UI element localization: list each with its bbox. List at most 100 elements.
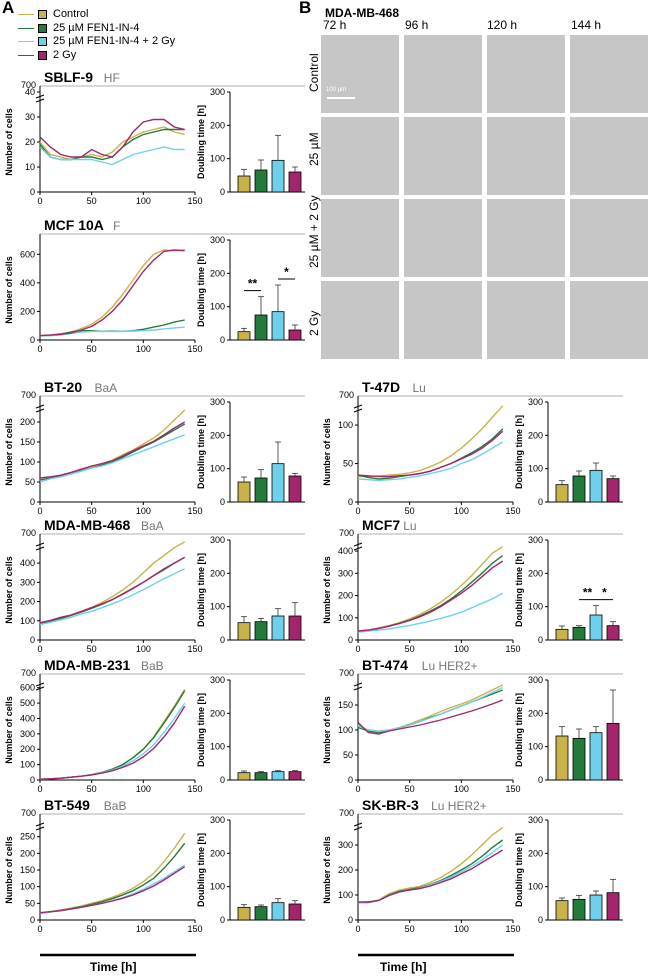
series-line bbox=[357, 844, 504, 904]
micrograph-col-label: 72 h bbox=[323, 18, 347, 32]
significance-label: ** bbox=[583, 586, 593, 600]
y-tick-label: 0 bbox=[348, 635, 353, 645]
series-line bbox=[357, 555, 504, 632]
x-tick-label: 50 bbox=[87, 506, 97, 516]
x-tick-label: 0 bbox=[37, 784, 42, 794]
y-tick-label: 0 bbox=[30, 775, 35, 785]
y-tick-label: 300 bbox=[20, 729, 35, 739]
bar bbox=[237, 906, 251, 921]
x-tick-label: 150 bbox=[187, 344, 202, 354]
x-tick-label: 50 bbox=[87, 344, 97, 354]
series-line bbox=[39, 423, 186, 481]
series-line bbox=[357, 689, 503, 734]
y-tick-label: 300 bbox=[20, 577, 35, 587]
y-tick-label: 30 bbox=[25, 112, 35, 122]
series-line bbox=[39, 118, 185, 158]
y-tick-label: 200 bbox=[20, 848, 35, 858]
bar bbox=[237, 175, 251, 193]
legend-item: 25 µM FEN1-IN-4 + 2 Gy bbox=[18, 35, 175, 49]
x-tick-label: 150 bbox=[187, 784, 202, 794]
bar-y-axis-label: Doubling time [h] bbox=[196, 415, 206, 489]
y-tick-label: 300 bbox=[338, 568, 353, 578]
bar-y-axis-label: Doubling time [h] bbox=[514, 693, 524, 767]
y-tick-label: 150 bbox=[20, 437, 35, 447]
bar bbox=[288, 615, 302, 641]
bar-y-tick-label: 0 bbox=[220, 635, 225, 645]
bar bbox=[589, 894, 603, 921]
series-line bbox=[358, 405, 504, 478]
y-tick-label: 150 bbox=[20, 865, 35, 875]
panel-label-a: A bbox=[2, 0, 15, 17]
series-line bbox=[357, 546, 504, 632]
bar-y-tick-label: 200 bbox=[528, 708, 543, 718]
legend-swatch bbox=[38, 23, 47, 33]
bar bbox=[572, 475, 586, 503]
x-tick-label: 50 bbox=[405, 924, 415, 934]
y-tick-label: 100 bbox=[338, 420, 353, 430]
x-tick-label: 50 bbox=[87, 644, 97, 654]
y-tick-label: 50 bbox=[25, 898, 35, 908]
micrograph-image bbox=[570, 117, 648, 195]
y-axis-label: Number of cells bbox=[4, 108, 14, 176]
legend-label: 25 µM FEN1-IN-4 + 2 Gy bbox=[53, 35, 176, 47]
bar-y-tick-label: 0 bbox=[538, 635, 543, 645]
y-tick-label: 50 bbox=[25, 477, 35, 487]
legend-swatch bbox=[38, 10, 47, 20]
bar bbox=[555, 735, 569, 781]
y-tick-label: 300 bbox=[338, 840, 353, 850]
x-tick-label: 0 bbox=[37, 196, 42, 206]
series-line bbox=[357, 686, 504, 733]
chart-title: BT-474 bbox=[362, 657, 408, 673]
y-tick-label: 100 bbox=[338, 725, 353, 735]
bar-y-tick-label: 0 bbox=[220, 915, 225, 925]
bar-y-tick-label: 200 bbox=[528, 568, 543, 578]
series-line bbox=[39, 126, 185, 161]
x-axis-label: Time [h] bbox=[90, 960, 137, 974]
micrograph-image bbox=[570, 281, 648, 359]
significance-label: * bbox=[602, 586, 607, 600]
bar bbox=[606, 892, 620, 921]
y-tick-label: 700 bbox=[339, 668, 354, 678]
bar-y-tick-label: 100 bbox=[528, 464, 543, 474]
y-tick-label: 200 bbox=[20, 597, 35, 607]
bar-y-tick-label: 0 bbox=[220, 187, 225, 197]
scale-bar bbox=[327, 97, 355, 99]
bar bbox=[288, 903, 302, 921]
x-tick-label: 100 bbox=[136, 784, 151, 794]
bar bbox=[254, 169, 268, 193]
micrograph-image bbox=[404, 35, 482, 113]
chart-title: MCF7 bbox=[362, 517, 400, 533]
bar bbox=[254, 772, 268, 781]
x-tick-label: 100 bbox=[136, 196, 151, 206]
series-line bbox=[357, 441, 504, 482]
y-tick-label: 200 bbox=[338, 865, 353, 875]
bar-y-tick-label: 0 bbox=[538, 497, 543, 507]
x-tick-label: 50 bbox=[405, 506, 415, 516]
bar bbox=[288, 171, 302, 193]
legend-item: 2 Gy bbox=[18, 49, 175, 63]
y-tick-label: 700 bbox=[339, 808, 354, 818]
legend-swatch bbox=[38, 37, 47, 47]
x-tick-label: 0 bbox=[355, 784, 360, 794]
bar bbox=[572, 737, 586, 781]
micrograph-image bbox=[404, 281, 482, 359]
x-tick-label: 50 bbox=[405, 784, 415, 794]
bar-y-tick-label: 300 bbox=[210, 535, 225, 545]
series-line bbox=[358, 849, 504, 903]
x-tick-label: 100 bbox=[136, 344, 151, 354]
micrograph-image bbox=[321, 281, 399, 359]
bar-y-tick-label: 100 bbox=[210, 602, 225, 612]
bar-y-tick-label: 300 bbox=[210, 397, 225, 407]
x-tick-label: 100 bbox=[454, 644, 469, 654]
micrograph-grid: 100 µm bbox=[321, 35, 650, 360]
bar bbox=[254, 621, 268, 641]
bar-y-tick-label: 200 bbox=[210, 848, 225, 858]
bar bbox=[237, 331, 251, 341]
bar-y-tick-label: 0 bbox=[538, 775, 543, 785]
bar-y-tick-label: 300 bbox=[210, 235, 225, 245]
series-line bbox=[39, 690, 186, 780]
series-line bbox=[39, 541, 186, 625]
y-tick-label: 20 bbox=[25, 137, 35, 147]
significance-label: ** bbox=[248, 277, 258, 291]
